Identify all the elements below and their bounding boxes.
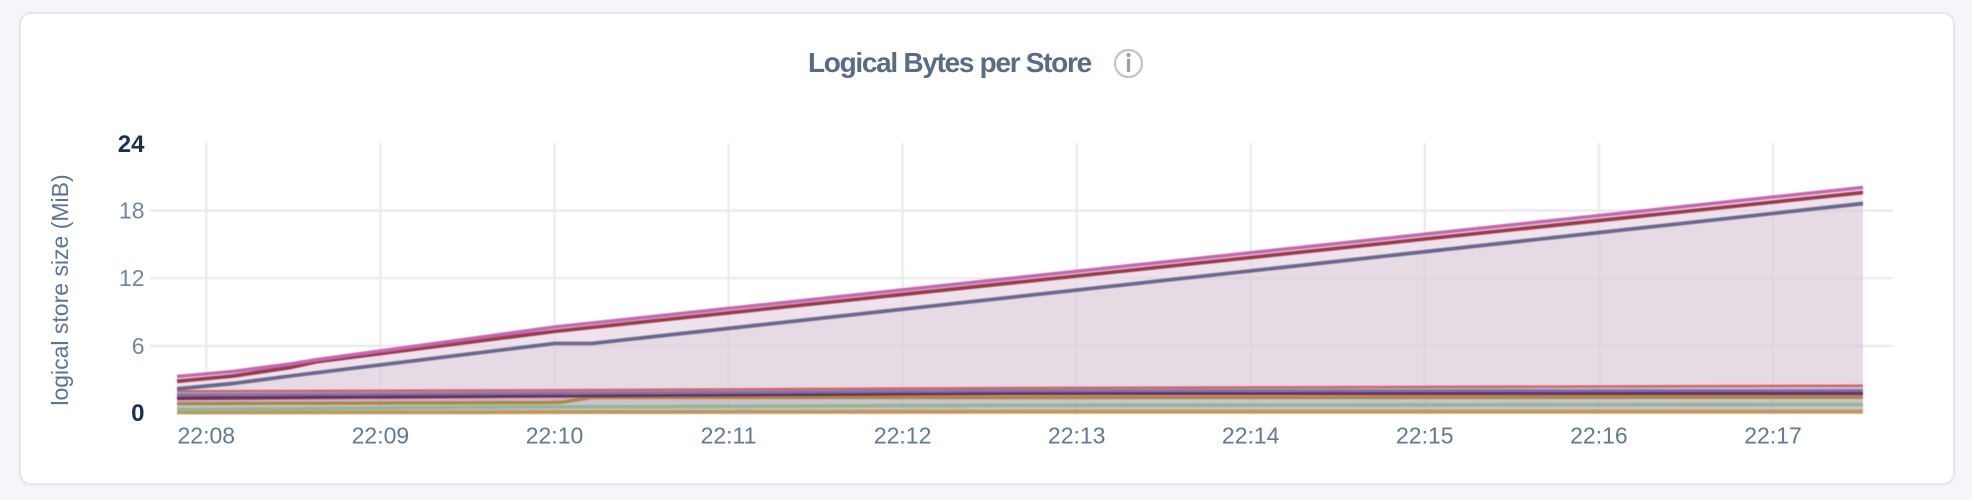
svg-text:6: 6 xyxy=(132,333,145,359)
svg-text:22:17: 22:17 xyxy=(1744,423,1802,449)
svg-text:24: 24 xyxy=(118,131,145,158)
svg-text:22:13: 22:13 xyxy=(1048,423,1106,449)
svg-text:22:09: 22:09 xyxy=(352,423,410,449)
svg-text:22:11: 22:11 xyxy=(701,423,757,449)
svg-text:22:14: 22:14 xyxy=(1222,423,1280,449)
svg-text:22:16: 22:16 xyxy=(1570,423,1628,449)
svg-text:logical store size (MiB): logical store size (MiB) xyxy=(47,174,73,405)
svg-text:22:08: 22:08 xyxy=(178,423,236,449)
svg-text:12: 12 xyxy=(119,265,145,291)
svg-text:22:15: 22:15 xyxy=(1396,423,1454,449)
svg-text:18: 18 xyxy=(119,198,145,224)
svg-text:22:10: 22:10 xyxy=(526,423,584,449)
svg-text:22:12: 22:12 xyxy=(874,423,932,449)
svg-text:0: 0 xyxy=(131,400,144,427)
